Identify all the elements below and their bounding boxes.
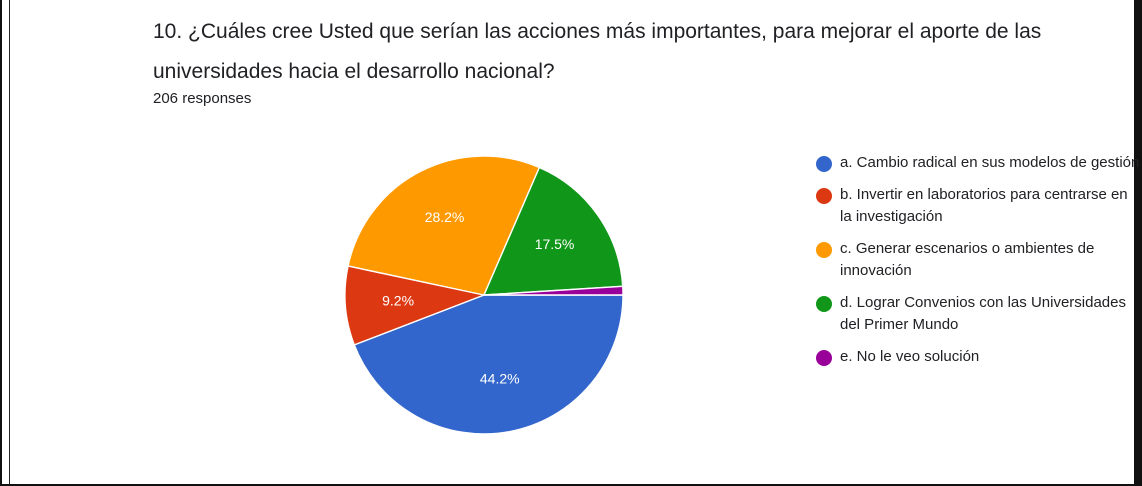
pie-slice-d <box>482 166 624 296</box>
legend-item-lograr-convenios: d. Lograr Convenios con las Universidade… <box>816 292 1140 336</box>
legend-label: c. Generar escenarios o ambientes de inn… <box>840 240 1095 279</box>
pie-slice-a <box>353 294 624 435</box>
right-frame-edge <box>1134 0 1140 484</box>
question-title: 10. ¿Cuáles cree Usted que serían las ac… <box>153 20 1042 83</box>
response-count: 206 responses <box>153 90 252 107</box>
pie-slices-group <box>344 155 624 435</box>
legend-item-invertir-laboratorios: b. Invertir en laboratorios para centrar… <box>816 184 1140 228</box>
pie-data-label-b: 9.2% <box>382 292 414 308</box>
pie-data-label-a: 44.2% <box>480 370 520 386</box>
pie-slice-c <box>347 155 541 296</box>
legend-color-blue <box>816 156 832 172</box>
legend-label: e. No le veo solución <box>840 348 980 365</box>
legend-color-red <box>816 188 832 204</box>
pie-slice-b <box>344 265 487 346</box>
legend-color-orange <box>816 242 832 258</box>
pie-data-labels-group: 44.2% 9.2% 28.2% 17.5% <box>382 209 574 386</box>
legend-label: d. Lograr Convenios con las Universidade… <box>840 294 1126 333</box>
pie-slice-e <box>483 285 624 296</box>
pie-data-label-d: 17.5% <box>535 236 575 252</box>
legend-color-green <box>816 296 832 312</box>
legend-item-generar-escenarios: c. Generar escenarios o ambientes de inn… <box>816 238 1140 282</box>
legend-item-no-solucion: e. No le veo solución <box>816 346 1140 368</box>
legend-label: a. Cambio radical en sus modelos de gest… <box>840 154 1140 171</box>
pie-chart: 44.2% 9.2% 28.2% 17.5% <box>344 155 624 435</box>
legend-label: b. Invertir en laboratorios para centrar… <box>840 186 1128 225</box>
chart-legend: a. Cambio radical en sus modelos de gest… <box>816 152 1140 378</box>
left-divider <box>2 0 10 484</box>
legend-color-purple <box>816 350 832 366</box>
pie-data-label-c: 28.2% <box>425 209 465 225</box>
legend-item-cambio-radical: a. Cambio radical en sus modelos de gest… <box>816 152 1140 174</box>
